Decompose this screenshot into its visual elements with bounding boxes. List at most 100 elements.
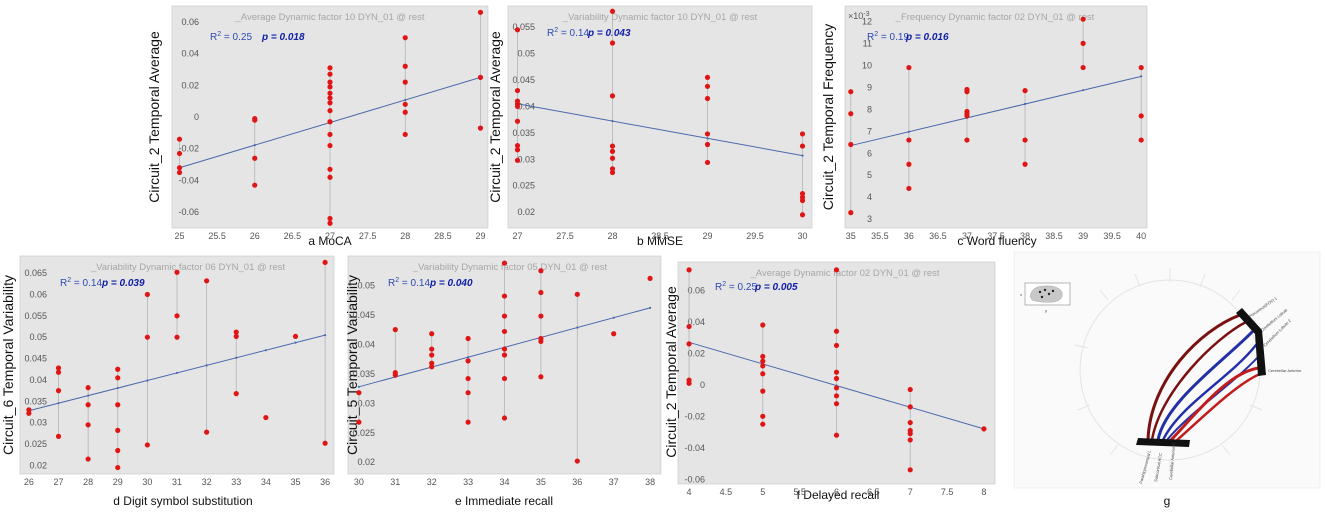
x-tick-label: 28 (400, 231, 410, 241)
y-tick-label: 0.045 (352, 310, 375, 320)
y-tick-label: -0.04 (684, 443, 705, 453)
data-point (964, 89, 970, 95)
fit-marker (612, 316, 615, 319)
data-point (848, 89, 854, 95)
x-tick-label: 32 (427, 477, 437, 487)
y-axis-label: Circuit_2 Temporal Average (663, 286, 679, 458)
y-tick-label: 0.02 (181, 80, 199, 90)
data-point (465, 390, 471, 396)
data-point (501, 313, 508, 319)
data-points (514, 8, 806, 218)
fit-marker (175, 371, 179, 375)
y-tick-labels: 0.06 0.04 0.02 0 -0.02 -0.04 -0.06 (684, 285, 705, 484)
chart-title: _Average Dynamic factor 10 DYN_01 @ rest (235, 12, 425, 23)
x-tick-label: 29 (113, 477, 123, 487)
x-tick-labels: 35 35.5 36 36.5 37 37.5 38 38.5 39 39.5 40 (846, 231, 1146, 241)
data-point (514, 142, 521, 149)
fit-marker (1082, 89, 1085, 92)
fit-marker (611, 119, 614, 123)
x-tick-label: 39.5 (1103, 231, 1121, 241)
y-tick-label: 9 (867, 82, 872, 92)
y-tick-label: 0.03 (517, 154, 535, 164)
data-point (402, 63, 408, 69)
fit-marker (253, 144, 256, 147)
data-point (233, 333, 239, 339)
y-tick-label: -0.02 (684, 411, 705, 421)
x-tick-label: 38.5 (1045, 231, 1063, 241)
data-point (848, 111, 854, 117)
data-point (501, 328, 508, 335)
data-point (144, 291, 150, 298)
data-point (833, 393, 840, 399)
data-point (574, 291, 580, 297)
x-tick-labels: 4 4.5 5 5.5 6 6.5 7 7.5 8 (687, 487, 987, 497)
panel-caption: a MoCA (308, 234, 351, 248)
data-point (85, 402, 91, 408)
x-tick-label: 6 (834, 487, 839, 497)
y-tick-label: 0.025 (24, 439, 47, 449)
y-tick-label: 0.045 (512, 75, 535, 85)
x-tick-label: 27 (54, 477, 64, 487)
data-point (429, 352, 435, 358)
chart-title: _Variability Dynamic factor 06 DYN_01 @ … (90, 262, 286, 273)
y-tick-label: 0.02 (687, 348, 705, 358)
y-tick-label: 6 (867, 148, 872, 158)
x-tick-label: 36 (320, 477, 330, 487)
x-tick-label: 30 (142, 477, 152, 487)
x-tick-label: 35.5 (871, 231, 889, 241)
data-point (327, 79, 333, 85)
data-point (514, 87, 521, 94)
data-point (327, 95, 333, 101)
data-point (538, 374, 544, 380)
data-point (465, 335, 471, 342)
y-tick-label: 0.05 (29, 332, 47, 342)
data-point (501, 415, 508, 421)
data-point (356, 419, 362, 425)
data-point (402, 109, 408, 115)
r-squared-label: R2 = 0.19 (867, 31, 909, 43)
data-point (609, 143, 616, 149)
y-tick-label: -0.06 (684, 474, 705, 484)
fit-marker (357, 385, 361, 388)
data-point (760, 363, 766, 369)
x-tick-label: 6.5 (867, 487, 880, 497)
x-tick-label: 26 (250, 231, 260, 241)
x-tick-label: 27.5 (556, 231, 574, 241)
data-point (760, 371, 766, 377)
x-tick-labels: 30 31 32 33 34 35 36 37 38 (354, 477, 655, 487)
brain-node-dot (1040, 295, 1044, 299)
axes-background (844, 5, 1148, 229)
x-tick-labels: 25 25.5 26 26.5 27 27.5 28 28.5 29 (175, 231, 486, 241)
fit-marker (576, 326, 579, 329)
data-point (609, 155, 616, 161)
x-tick-label: 27 (325, 231, 335, 241)
y-tick-labels: 0.05 0.045 0.04 0.035 0.03 0.025 0.02 (352, 280, 375, 467)
panel-caption: e Immediate recall (455, 494, 553, 508)
data-point (907, 404, 913, 410)
data-point (327, 131, 333, 138)
data-point (514, 147, 521, 153)
y-tick-label: 0 (700, 380, 705, 390)
data-point (906, 161, 912, 167)
y-tick-labels: 0.065 0.06 0.055 0.05 0.045 0.04 0.035 0.03 0.02… (24, 268, 47, 470)
data-point (907, 467, 913, 473)
data-point (647, 275, 653, 281)
data-point (1080, 64, 1086, 71)
data-point (55, 433, 62, 439)
x-tick-label: 27.5 (359, 231, 377, 241)
fit-marker (264, 349, 267, 352)
data-point (174, 334, 180, 340)
fit-marker (146, 379, 149, 382)
fit-marker (294, 341, 297, 344)
r-squared-label: R2 = 0.14 (547, 27, 589, 39)
x-tick-label: 39 (1078, 231, 1088, 241)
data-point (686, 380, 692, 386)
inset-axis-label: x (1020, 292, 1022, 297)
data-point (1080, 16, 1086, 22)
y-tick-label: 0.035 (352, 369, 375, 379)
data-point (799, 212, 806, 218)
data-point (356, 390, 362, 396)
data-point (760, 353, 766, 360)
fit-line (516, 102, 804, 157)
brain-node-dot (1051, 289, 1055, 293)
